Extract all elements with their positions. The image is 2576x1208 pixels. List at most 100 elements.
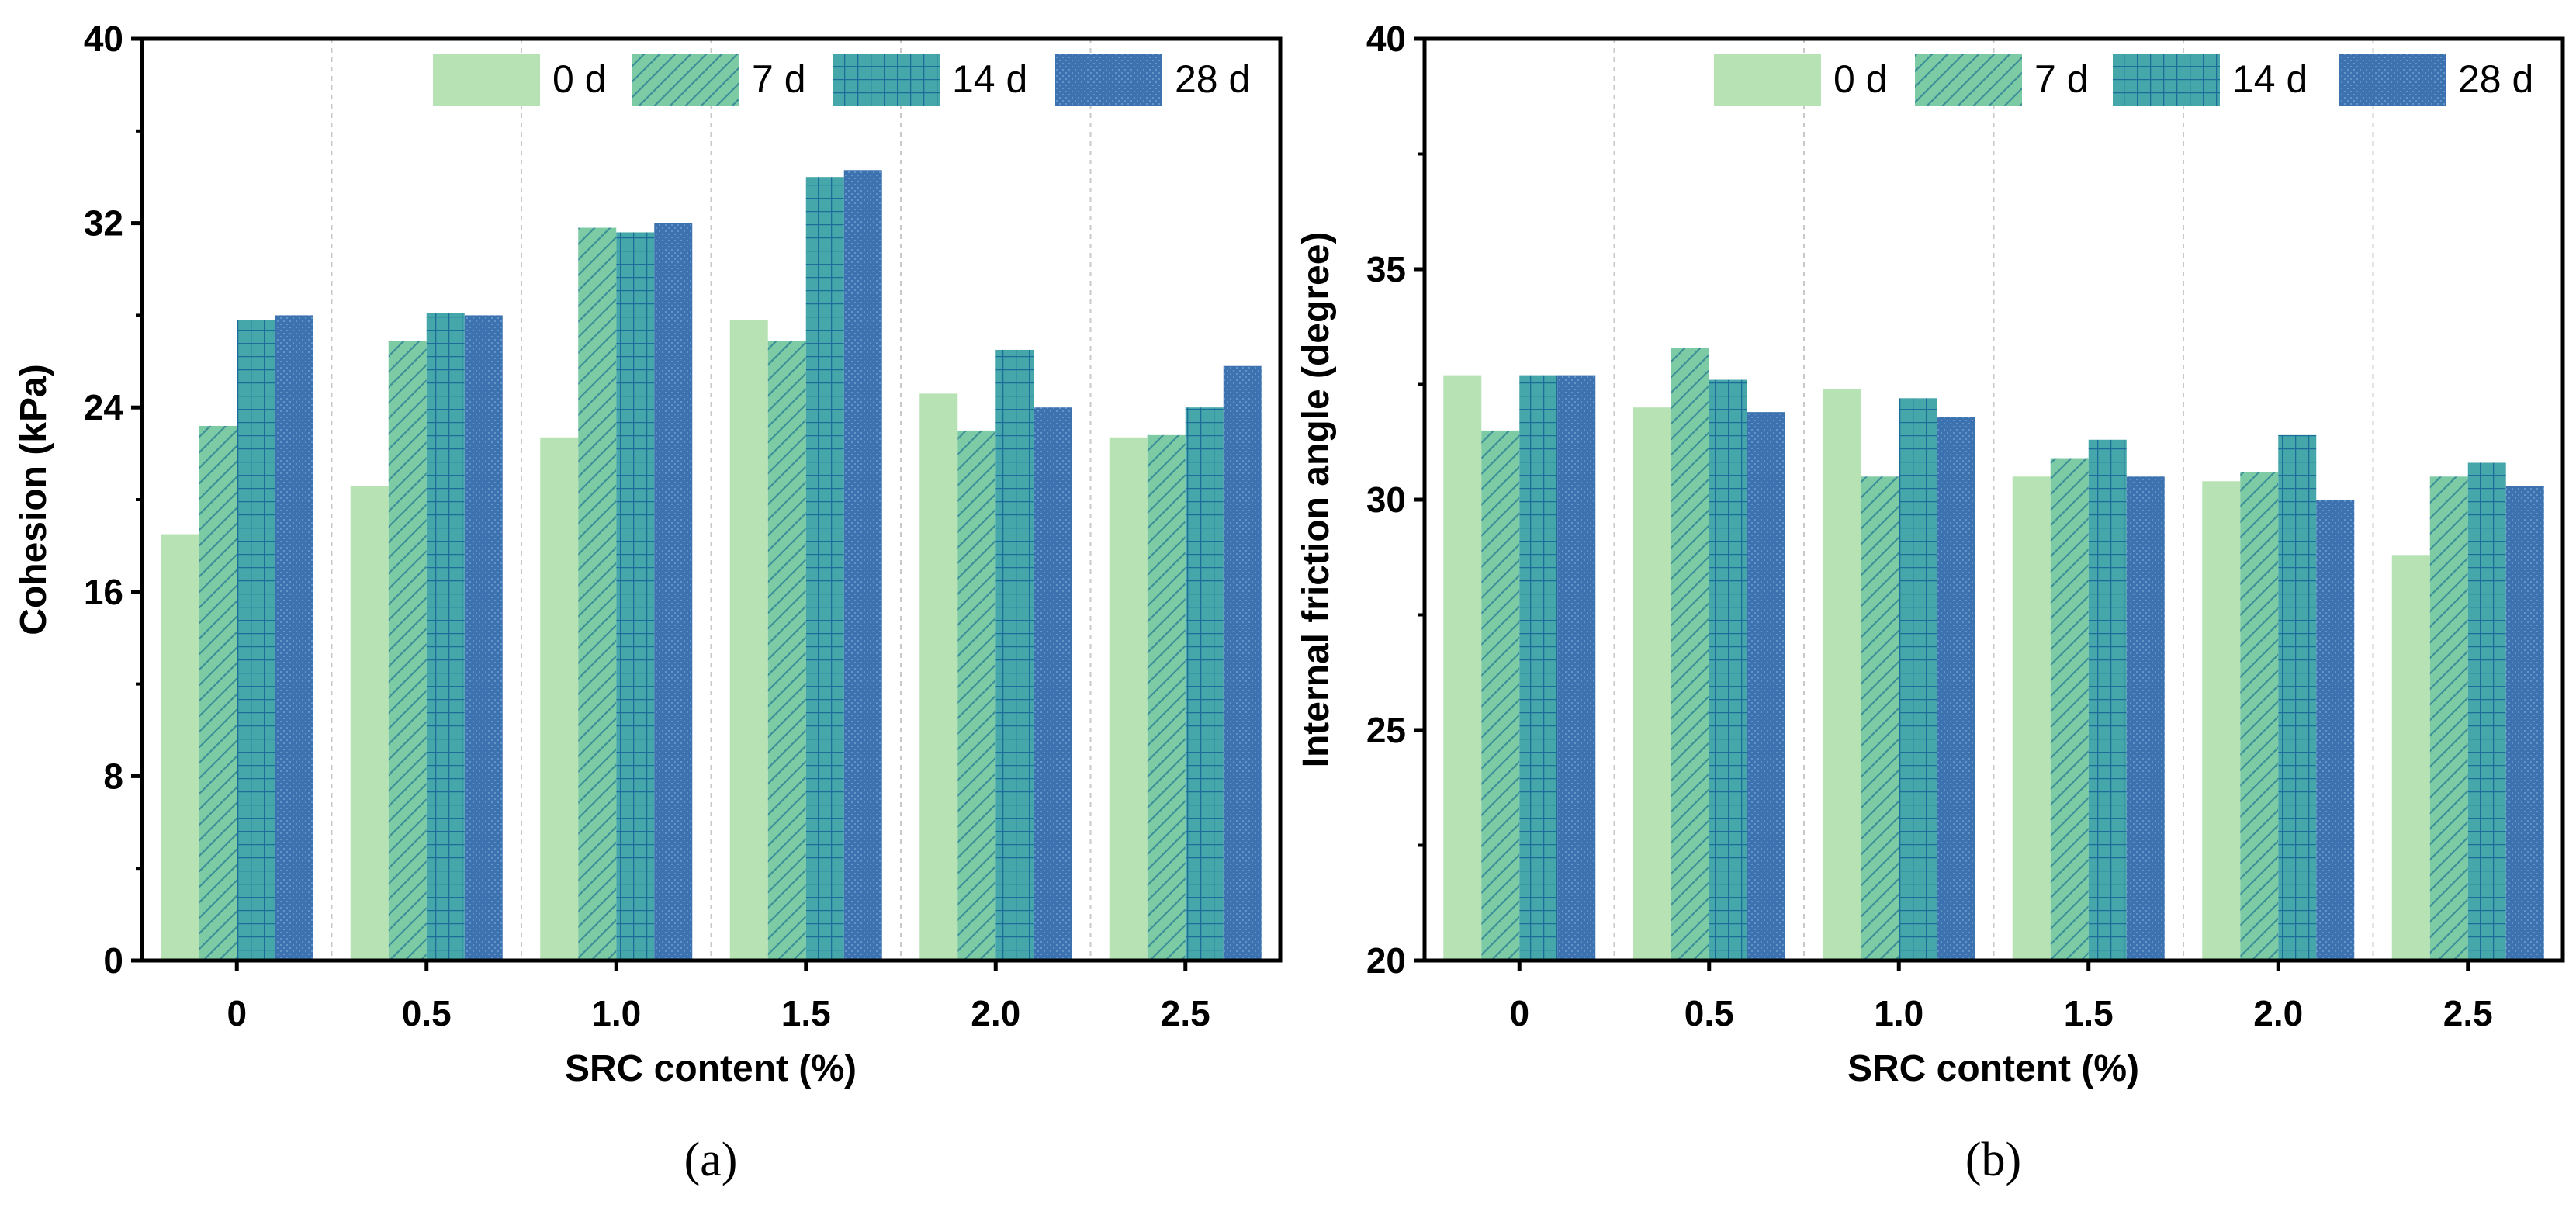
bar-7d-0 [199,425,237,961]
legend-label-28d: 28 d [2458,57,2533,101]
bar-7d-2.0 [957,430,996,961]
x-tick-label: 2.0 [2253,993,2303,1033]
bar-28d-2.0 [1034,407,1072,961]
panel-b-grid [1613,39,2374,961]
legend-label-7d: 7 d [2034,57,2089,101]
panel-b-label: (b) [1965,1134,2021,1186]
y-tick-label: 32 [84,203,123,244]
x-tick-label: 0.5 [402,993,452,1033]
bar-28d-2.5 [2505,486,2544,961]
panel-b-legend: 0 d 7 d 14 d 28 d [1714,54,2533,106]
bar-0d-1.5 [729,320,768,961]
bar-28d-0.5 [464,315,503,961]
legend-swatch-0d [433,54,540,106]
bar-7d-0.5 [388,341,427,961]
bar-28d-2.0 [2316,500,2355,961]
bar-14d-1.5 [2088,439,2127,961]
legend-swatch-7d [632,54,739,106]
x-tick-label: 2.0 [971,993,1020,1033]
x-tick-label: 1.0 [591,993,641,1033]
bar-7d-1.0 [1861,476,1899,961]
y-tick-label: 24 [84,387,124,427]
bar-14d-0.5 [1709,379,1747,961]
panel-a-x-axis-label: SRC content (%) [565,1048,857,1089]
bar-14d-1.0 [1899,398,1937,961]
x-tick-label: 1.0 [1874,993,1923,1033]
bar-0d-0.5 [350,486,389,961]
bar-14d-2.0 [2278,434,2317,961]
legend-swatch-28d [1055,54,1162,106]
bar-0d-1.0 [540,437,579,961]
bar-14d-0 [1519,375,1558,961]
x-tick-label: 0 [227,993,247,1033]
bar-0d-2.5 [2391,555,2430,961]
panel-b-ticks: 20 25 30 35 40 0 0.5 1.0 1.5 2.0 2.5 [1366,19,2493,1033]
bar-28d-0 [275,315,313,961]
legend-swatch-14d [2113,54,2220,106]
y-tick-label: 0 [103,940,123,981]
bar-28d-1.0 [654,223,693,961]
y-tick-label: 8 [103,756,123,796]
panel-a-bars [161,170,1262,961]
bar-28d-1.0 [1937,417,1975,961]
y-tick-label: 40 [1366,19,1406,59]
panel-a-y-axis-label: Cohesion (kPa) [13,364,54,635]
y-tick-label: 20 [1366,940,1406,981]
legend-label-7d: 7 d [752,57,806,101]
bar-14d-2.5 [1185,407,1224,961]
bar-0d-2.0 [919,393,958,961]
panel-a-grid [331,39,1092,961]
panel-a-label: (a) [684,1134,738,1186]
legend-swatch-7d [1915,54,2022,106]
bar-28d-2.5 [1223,365,1262,961]
panel-b-y-axis-label: Internal friction angle (degree) [1296,232,1337,768]
bar-14d-2.0 [995,349,1034,961]
bar-28d-0.5 [1747,412,1785,961]
bar-7d-1.0 [578,227,617,961]
bar-7d-2.5 [2429,476,2468,961]
bar-7d-0.5 [1671,347,1709,961]
bar-14d-1.5 [805,177,844,961]
bar-0d-1.0 [1823,389,1861,961]
legend-label-14d: 14 d [2232,57,2308,101]
x-tick-label: 0.5 [1684,993,1734,1033]
legend-swatch-28d [2339,54,2446,106]
legend-label-14d: 14 d [952,57,1027,101]
panel-a-cohesion-chart: 0 8 16 24 32 40 0 0.5 1.0 1.5 2.0 2.5 0 d 7 d 14 d 28 … [13,19,1283,1186]
bar-14d-2.5 [2467,462,2506,961]
bar-28d-1.5 [843,170,882,961]
y-tick-label: 40 [84,19,123,59]
x-tick-label: 1.5 [781,993,831,1033]
bar-0d-1.5 [2012,476,2051,961]
bar-7d-2.5 [1147,434,1186,961]
x-tick-label: 0 [1509,993,1529,1033]
x-tick-label: 1.5 [2064,993,2114,1033]
y-tick-label: 35 [1366,249,1406,289]
panel-a-ticks: 0 8 16 24 32 40 0 0.5 1.0 1.5 2.0 2.5 [84,19,1210,1033]
bar-0d-0 [161,534,199,961]
bar-14d-0.5 [426,313,465,961]
panel-b-bars [1443,347,2544,961]
bar-28d-0 [1557,375,1596,961]
bar-0d-2.5 [1109,437,1148,961]
legend-label-0d: 0 d [552,57,607,101]
bar-7d-2.0 [2240,472,2279,961]
bar-14d-0 [237,320,275,961]
legend-swatch-14d [833,54,940,106]
y-tick-label: 25 [1366,710,1406,750]
bar-0d-0 [1443,375,1482,961]
x-tick-label: 2.5 [1161,993,1210,1033]
legend-label-28d: 28 d [1175,57,1250,101]
legend-swatch-0d [1714,54,1821,106]
x-tick-label: 2.5 [2443,993,2493,1033]
legend-label-0d: 0 d [1833,57,1888,101]
bar-7d-0 [1481,430,1520,961]
bar-14d-1.0 [616,232,655,961]
panel-a-legend: 0 d 7 d 14 d 28 d [433,54,1250,106]
bar-28d-1.5 [2126,476,2165,961]
bar-0d-0.5 [1633,407,1671,961]
y-tick-label: 16 [84,572,123,612]
panel-b-friction-angle-chart: 20 25 30 35 40 0 0.5 1.0 1.5 2.0 2.5 0 d 7 d 14 d 28 … [1296,19,2565,1186]
bar-7d-1.5 [767,341,806,961]
